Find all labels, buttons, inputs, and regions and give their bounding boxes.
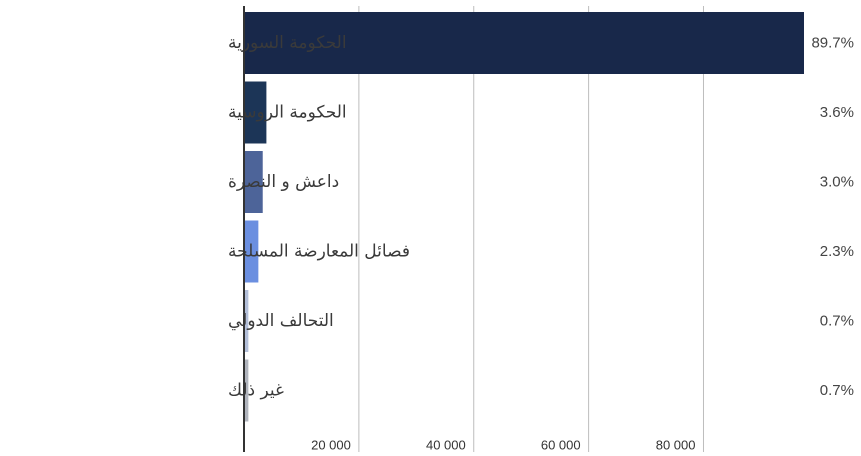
gridlines xyxy=(358,6,704,452)
percent-label-6: 0.7% xyxy=(820,382,854,399)
bars xyxy=(244,12,804,422)
category-label-1: الحكومة السورية xyxy=(228,33,347,53)
x-tick-labels: 20 000 40 000 60 000 80 000 xyxy=(311,438,695,453)
category-label-3: داعش و النصرة xyxy=(228,172,339,192)
x-tick-label-4: 80 000 xyxy=(656,438,696,453)
bar-2 xyxy=(244,81,267,144)
category-label-4: فصائل المعارضة المسلحة xyxy=(228,242,410,262)
percent-label-4: 2.3% xyxy=(820,243,854,260)
bar-5 xyxy=(244,290,249,352)
percent-label-3: 3.0% xyxy=(820,174,854,191)
percent-labels: 89.7% 3.6% 3.0% 2.3% 0.7% 0.7% xyxy=(811,35,854,400)
category-label-2: الحكومة الروسية xyxy=(228,103,347,123)
x-tick-label-1: 20 000 xyxy=(311,438,351,453)
x-tick-label-2: 40 000 xyxy=(426,438,466,453)
percent-label-2: 3.6% xyxy=(820,104,854,121)
bar-1 xyxy=(244,12,804,74)
bar-3 xyxy=(244,151,263,213)
percent-label-5: 0.7% xyxy=(820,313,854,330)
bar-4 xyxy=(244,220,259,283)
category-label-6: غير ذلك xyxy=(228,381,284,401)
category-label-5: التحالف الدولي xyxy=(228,311,334,331)
bar-6 xyxy=(244,359,249,422)
category-labels: الحكومة السورية الحكومة الروسية داعش و الن… xyxy=(228,33,410,401)
x-tick-label-3: 60 000 xyxy=(541,438,581,453)
percent-label-1: 89.7% xyxy=(811,35,854,52)
